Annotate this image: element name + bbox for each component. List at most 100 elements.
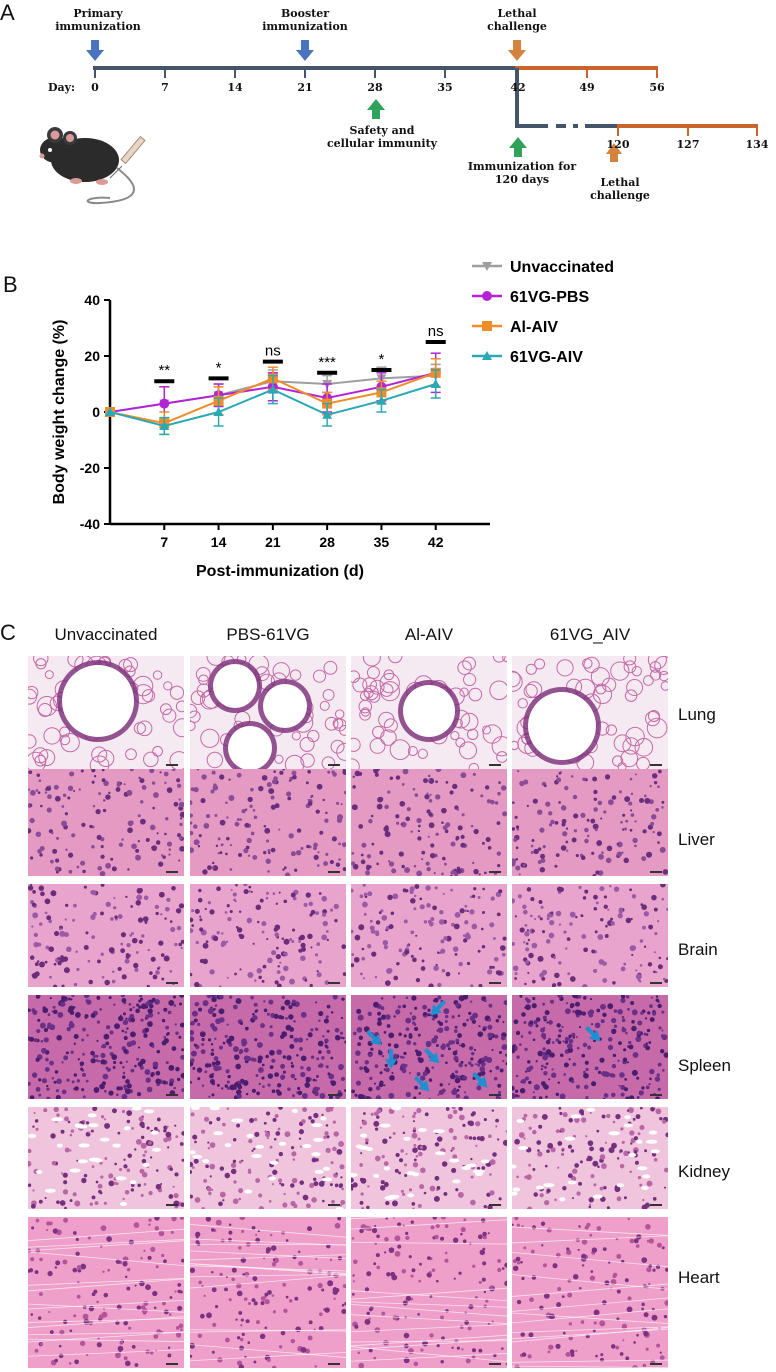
body-weight-chart: 40 20 0 -20 -40 7 14 21 28 35 42 Post-immunization …	[51, 259, 614, 580]
histology-kidney-61vg-aiv	[512, 1107, 668, 1209]
panel-a-letter: A	[0, 0, 15, 25]
histology-lung-al-aiv	[351, 656, 507, 769]
histology-liver-pbs-61vg	[190, 769, 346, 876]
histology-brain-al-aiv	[351, 884, 507, 987]
label-safety-cellular: Safety and cellular immunity	[322, 124, 442, 150]
histology-spleen-61vg-aiv	[512, 995, 668, 1099]
imm120-line1: Immunization for	[467, 160, 577, 173]
arrow-lethal-top-icon	[508, 40, 526, 61]
lesion-arrow-icon	[430, 999, 447, 1016]
panel-c-letter: C	[0, 620, 16, 645]
histology-lung-61vg-aiv	[512, 656, 668, 769]
arrow-lethal-bottom-icon	[606, 143, 622, 162]
lesion-arrow-icon	[423, 1047, 440, 1064]
tick-label-49: 49	[579, 81, 595, 94]
histology-heart-unvaccinated	[28, 1217, 184, 1368]
histology-liver-61vg-aiv	[512, 769, 668, 876]
x-tick-label: 28	[319, 534, 335, 550]
label-primary-immunization: Primary immunization	[48, 7, 148, 33]
data-point	[322, 409, 333, 419]
label-immunization-120: Immunization for 120 days	[462, 160, 582, 186]
row-label-heart: Heart	[678, 1268, 720, 1287]
lesion-arrow-icon	[365, 1029, 382, 1046]
lesion-arrow-icon	[471, 1071, 488, 1088]
primary-line1: Primary	[73, 7, 123, 20]
legend-label: 61VG-AIV	[510, 349, 583, 366]
data-point	[159, 398, 170, 409]
x-axis-label: Post-immunization (d)	[196, 563, 364, 580]
histology-spleen-pbs-61vg	[190, 995, 346, 1099]
day-label: Day:	[48, 81, 76, 94]
lesion-arrow-icon	[413, 1075, 430, 1092]
histology-kidney-al-aiv	[351, 1107, 507, 1209]
lesion-arrow-icon	[584, 1025, 601, 1042]
data-point	[159, 421, 170, 430]
tick-label-56: 56	[649, 81, 665, 94]
tick-label-42: 42	[510, 81, 526, 94]
column-header-pbs-61vg: PBS-61VG	[226, 625, 310, 644]
significance-label: *	[216, 359, 222, 376]
row-label-kidney: Kidney	[678, 1162, 730, 1181]
data-point	[105, 407, 115, 416]
timeline-diagram	[39, 40, 758, 205]
histology-liver-al-aiv	[351, 769, 507, 876]
row-label-liver: Liver	[678, 830, 715, 849]
mouse-icon	[39, 127, 135, 205]
tick-label-7: 7	[161, 81, 169, 94]
tick-label-0: 0	[91, 81, 99, 94]
label-lethal-challenge-top: Lethal challenge	[472, 7, 562, 33]
y-tick-label: -40	[80, 516, 100, 532]
tick-label-14: 14	[227, 81, 243, 94]
legend-label: 61VG-PBS	[510, 289, 589, 306]
legend-label: Unvaccinated	[510, 259, 614, 276]
primary-line2: immunization	[55, 20, 141, 33]
histology-brain-pbs-61vg	[190, 884, 346, 987]
histology-kidney-unvaccinated	[28, 1107, 184, 1209]
x-tick-label: 21	[265, 534, 281, 550]
histology-liver-unvaccinated	[28, 769, 184, 876]
legend-marker	[482, 321, 492, 331]
timeline-ticks	[94, 68, 446, 78]
legend-marker	[482, 262, 492, 271]
arrow-primary-icon	[86, 40, 104, 61]
column-header-unvaccinated: Unvaccinated	[54, 625, 158, 644]
syringe-icon	[109, 135, 146, 179]
label-booster-immunization: Booster immunization	[255, 7, 355, 33]
legend-marker	[482, 351, 492, 360]
histology-kidney-pbs-61vg	[190, 1107, 346, 1209]
histology-lung-unvaccinated	[28, 656, 184, 769]
x-tick-label: 42	[428, 534, 444, 550]
significance-label: ns	[265, 343, 281, 360]
data-point	[376, 395, 387, 405]
histology-lung-pbs-61vg	[190, 656, 346, 769]
lethal-bottom-line1: Lethal	[600, 176, 640, 189]
y-tick-label: -20	[80, 460, 100, 476]
row-label-spleen: Spleen	[678, 1056, 731, 1075]
histology-grid	[28, 656, 671, 1372]
legend-marker	[482, 291, 492, 301]
significance-label: ***	[318, 354, 336, 371]
x-tick-label: 7	[160, 534, 168, 550]
arrow-booster-icon	[296, 40, 314, 61]
y-axis-label: Body weight change (%)	[51, 320, 68, 505]
arrow-imm120-icon	[509, 137, 527, 157]
y-tick-label: 0	[92, 404, 100, 420]
safety-line2: cellular immunity	[326, 137, 438, 150]
y-tick-label: 40	[84, 292, 100, 308]
y-tick-label: 20	[84, 348, 100, 364]
lethal-top-line1: Lethal	[497, 7, 537, 20]
tick-label-127: 127	[676, 138, 700, 151]
histology-brain-unvaccinated	[28, 884, 184, 987]
imm120-line2: 120 days	[494, 173, 550, 186]
tick-label-35: 35	[437, 81, 453, 94]
label-lethal-challenge-bottom: Lethal challenge	[580, 176, 660, 202]
booster-line1: Booster	[280, 7, 330, 20]
data-point	[267, 384, 278, 394]
significance-label: *	[379, 351, 385, 368]
histology-heart-al-aiv	[351, 1217, 507, 1368]
histology-heart-61vg-aiv	[512, 1217, 668, 1368]
histology-spleen-al-aiv	[351, 995, 507, 1099]
safety-line1: Safety and	[349, 124, 415, 137]
x-tick-label: 14	[211, 534, 227, 550]
histology-spleen-unvaccinated	[28, 995, 184, 1099]
